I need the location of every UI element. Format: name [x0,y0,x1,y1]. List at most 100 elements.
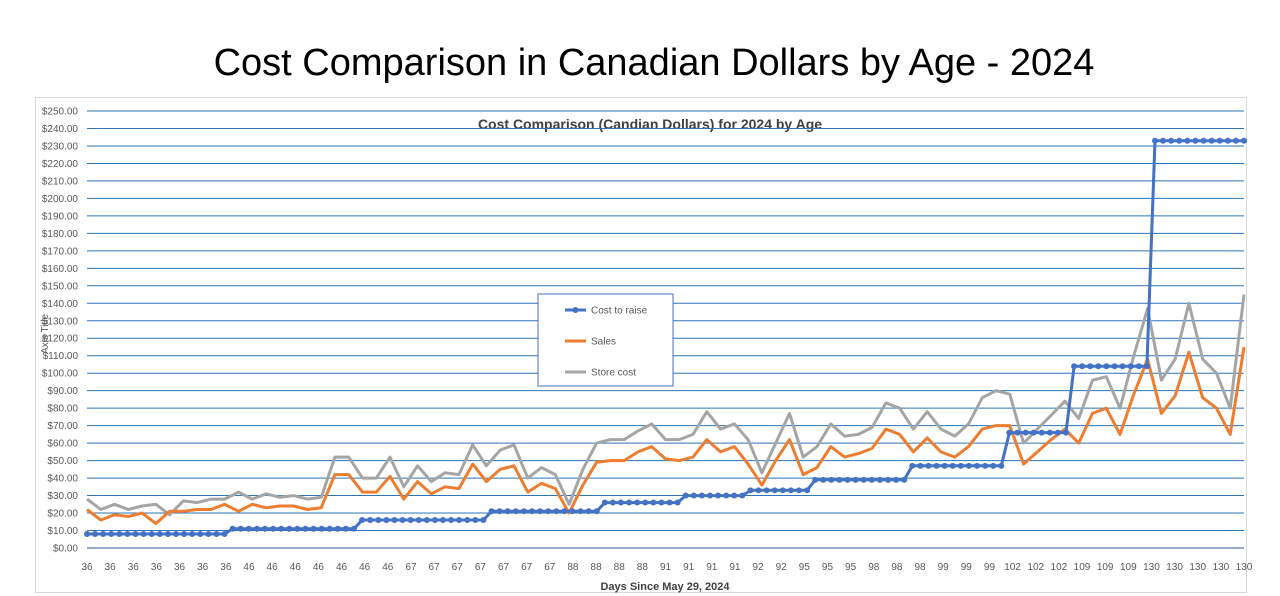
cost-to-raise-point [998,462,1005,469]
y-tick-label: $60.00 [47,439,78,450]
cost-to-raise-point [173,531,179,538]
legend: Cost to raise Sales Store cost [537,293,674,387]
cost-to-raise-point [164,531,171,538]
cost-to-raise-point [221,531,228,538]
cost-to-raise-point [609,499,616,506]
cost-to-raise-point [262,525,268,532]
x-tick-label: 102 [1051,562,1068,573]
cost-to-raise-point [569,508,576,515]
cost-to-raise-point [310,525,317,532]
cost-to-raise-point [739,492,746,499]
cost-to-raise-point [1168,137,1175,144]
x-tick-label: 130 [1143,562,1160,573]
cost-to-raise-point [755,487,762,494]
legend-box [537,293,674,387]
store-cost-line [86,294,1246,517]
y-tick-label: $120.00 [42,334,79,345]
x-tick-label: 92 [776,562,788,573]
cost-to-raise-point [909,462,916,469]
x-tick-label: 36 [220,562,232,573]
cost-to-raise-point [237,525,244,532]
x-tick-label: 36 [105,562,117,573]
x-axis-title: Days Since May 29, 2024 [600,581,730,593]
y-tick-label: $110.00 [43,351,79,362]
cost-to-raise-point [270,525,277,532]
x-tick-label: 88 [567,562,579,573]
cost-to-raise-point [1111,363,1118,370]
cost-to-raise-point [1208,137,1215,144]
cost-to-raise-point [828,476,835,483]
x-tick-label: 67 [521,562,533,573]
cost-to-raise-point [690,492,697,499]
y-tick-label: $250.00 [42,107,79,118]
cost-to-raise-point [796,487,802,494]
cost-to-raise-point [415,517,422,524]
y-tick-label: $20.00 [47,509,78,520]
x-axis-ticks: 36 36 36 36 36 36 36 46 46 46 46 46 46 46 67 67 67 67 67 67… [81,562,1252,573]
cost-to-raise-point [965,462,972,469]
cost-to-raise-point [577,508,584,515]
cost-to-raise-point [666,499,673,506]
cost-to-raise-point [1095,363,1102,370]
cost-to-raise-point [747,487,754,494]
series-group [84,137,1247,538]
y-tick-label: $150.00 [42,281,79,292]
cost-to-raise-point [197,531,204,538]
cost-to-raise-point [229,525,236,532]
x-tick-label: 91 [706,562,718,573]
y-tick-label: $220.00 [42,159,79,170]
cost-to-raise-point [140,531,147,538]
cost-to-raise-point [1184,137,1191,144]
x-tick-label: 46 [313,562,325,573]
cost-to-raise-point [496,508,503,515]
cost-to-raise-point [367,517,374,524]
cost-to-raise-point [682,492,689,499]
x-tick-label: 92 [752,562,764,573]
cost-to-raise-point [941,462,948,469]
cost-to-raise-point [318,525,325,532]
cost-to-raise-point [1224,137,1231,144]
cost-to-raise-point [488,508,495,515]
x-tick-label: 67 [475,562,487,573]
cost-to-raise-point [359,517,366,524]
cost-to-raise-point [529,508,535,515]
cost-to-raise-point [771,487,778,494]
y-tick-label: $240.00 [42,124,79,135]
cost-to-raise-point [512,508,519,515]
cost-to-raise-point [553,508,560,515]
x-tick-label: 98 [914,562,926,573]
y-tick-label: $130.00 [42,316,79,327]
cost-to-raise-point [1022,429,1029,436]
cost-to-raise-point [326,525,333,532]
x-tick-label: 109 [1074,562,1091,573]
x-tick-label: 36 [151,562,163,573]
cost-to-raise-point [132,531,139,538]
x-tick-label: 67 [429,562,441,573]
cost-to-raise-point [286,525,293,532]
cost-to-raise-point [901,476,908,483]
cost-to-raise-point [1014,429,1021,436]
cost-to-raise-point [634,499,641,506]
cost-to-raise-point [1046,429,1053,436]
x-tick-label: 91 [729,562,741,573]
x-tick-label: 46 [290,562,302,573]
x-tick-label: 130 [1236,562,1253,573]
y-tick-label: $50.00 [47,456,78,467]
cost-to-raise-point [520,508,527,515]
cost-to-raise-point [715,492,722,499]
x-tick-label: 46 [243,562,255,573]
x-tick-label: 130 [1213,562,1230,573]
cost-to-raise-point [707,492,713,499]
cost-to-raise-point [820,476,827,483]
cost-to-raise-point [593,508,600,515]
x-tick-label: 95 [845,562,857,573]
cost-to-raise-point [100,531,107,538]
y-tick-label: $160.00 [42,264,79,275]
cost-to-raise-point [1103,363,1110,370]
cost-to-raise-point [642,499,649,506]
legend-label: Cost to raise [591,306,648,317]
x-tick-label: 99 [938,562,950,573]
y-tick-label: $190.00 [42,211,79,222]
x-tick-label: 36 [197,562,209,573]
